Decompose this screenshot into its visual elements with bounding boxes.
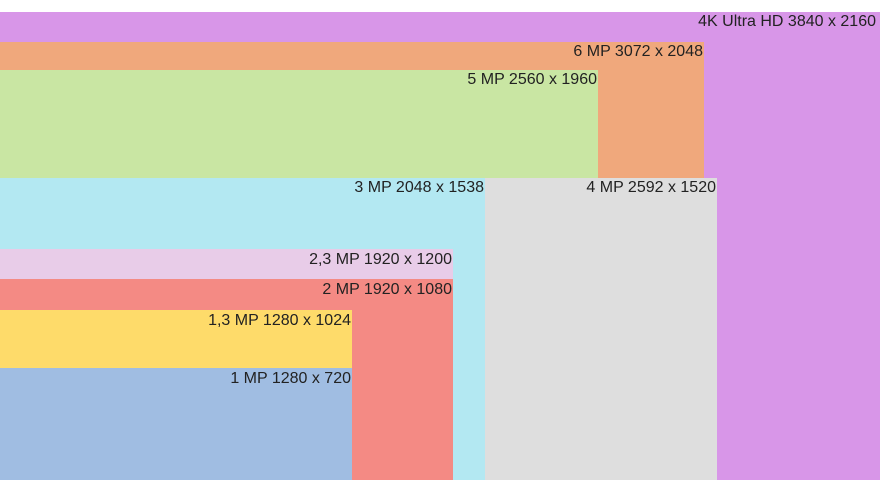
label-2mp: 2 MP 1920 x 1080 (322, 281, 452, 298)
label-1mp: 1 MP 1280 x 720 (230, 370, 351, 387)
label-3mp: 3 MP 2048 x 1538 (354, 179, 484, 196)
label-2-3mp: 2,3 MP 1920 x 1200 (309, 251, 452, 268)
label-4mp: 4 MP 2592 x 1520 (586, 179, 716, 196)
rect-1mp (0, 368, 352, 480)
label-6mp: 6 MP 3072 x 2048 (573, 43, 703, 60)
label-5mp: 5 MP 2560 x 1960 (467, 71, 597, 88)
label-1-3mp: 1,3 MP 1280 x 1024 (208, 312, 351, 329)
label-4k: 4K Ultra HD 3840 x 2160 (698, 13, 876, 30)
